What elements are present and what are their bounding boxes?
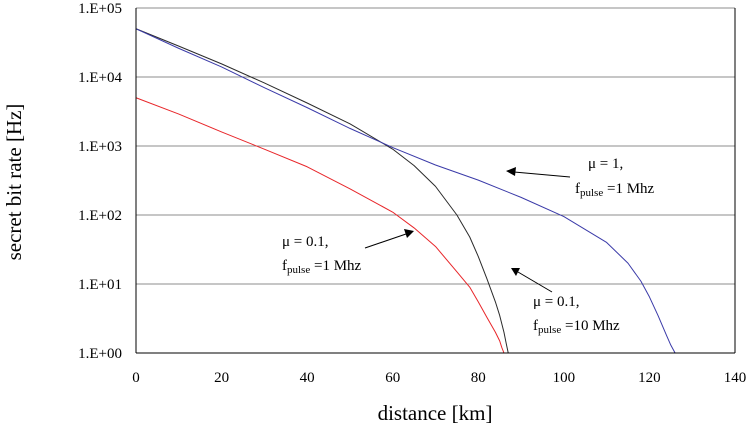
annotation-mu1-arrowhead <box>506 167 516 176</box>
y-tick-label: 1.E+02 <box>78 208 122 224</box>
annotation-mu01-10mhz-arrow <box>517 271 553 293</box>
series-line-0 <box>135 97 505 354</box>
annotation-mu01-1mhz-arrow <box>364 233 407 249</box>
y-tick-label: 1.E+04 <box>78 70 122 86</box>
annotation-mu01-10mhz: μ = 0.1, fpulse =10 Mhz <box>511 268 620 336</box>
x-tick-label: 20 <box>214 370 229 386</box>
x-tick-label: 40 <box>300 370 315 386</box>
annotation-mu01-10mhz-line2: fpulse =10 Mhz <box>533 318 620 336</box>
annotation-mu01-1mhz: μ = 0.1, fpulse =1 Mhz <box>282 229 414 276</box>
y-tick-label: 1.E+05 <box>78 1 122 17</box>
annotation-mu1: μ = 1, fpulse =1 Mhz <box>506 156 655 199</box>
x-tick-label: 60 <box>385 370 400 386</box>
x-tick-label: 120 <box>638 370 661 386</box>
y-axis-title: secret bit rate [Hz] <box>2 104 26 261</box>
annotation-mu01-1mhz-sub: pulse <box>287 264 310 276</box>
y-tick-label: 1.E+00 <box>78 346 122 362</box>
annotation-mu1-sub: pulse <box>580 187 603 199</box>
x-tick-label: 140 <box>724 370 747 386</box>
annotation-mu01-10mhz-line1: μ = 0.1, <box>533 294 580 310</box>
y-tick-label: 1.E+01 <box>78 277 122 293</box>
annotation-mu01-10mhz-f: f <box>533 318 538 334</box>
annotation-mu01-1mhz-f: f <box>282 258 287 274</box>
grid-layer <box>136 7 735 285</box>
annotation-mu1-rest: =1 Mhz <box>603 181 654 197</box>
x-axis-title: distance [km] <box>378 401 493 425</box>
annotation-mu01-10mhz-rest: =10 Mhz <box>561 318 620 334</box>
axes-layer <box>135 8 736 354</box>
annotation-mu1-line2: fpulse =1 Mhz <box>575 181 655 199</box>
annotations: μ = 1, fpulse =1 Mhz μ = 0.1, fpulse =1 … <box>282 156 655 336</box>
annotation-mu1-line1: μ = 1, <box>588 156 623 172</box>
y-tick-labels: 1.E+00 1.E+01 1.E+02 1.E+03 1.E+04 1.E+05 <box>78 1 122 362</box>
annotation-mu1-f: f <box>575 181 580 197</box>
x-tick-label: 80 <box>471 370 486 386</box>
series-line-2 <box>135 28 676 354</box>
annotation-mu01-1mhz-arrowhead <box>404 229 414 238</box>
annotation-mu01-10mhz-arrowhead <box>511 268 520 276</box>
x-tick-labels: 0 20 40 60 80 100 120 140 <box>132 370 746 386</box>
annotation-mu01-10mhz-sub: pulse <box>538 324 561 336</box>
x-tick-label: 0 <box>132 370 140 386</box>
annotation-mu01-1mhz-line2: fpulse =1 Mhz <box>282 258 362 276</box>
annotation-mu1-arrow <box>513 171 571 178</box>
y-tick-label: 1.E+03 <box>78 139 122 155</box>
x-tick-label: 100 <box>553 370 576 386</box>
annotation-mu01-1mhz-line1: μ = 0.1, <box>282 234 329 250</box>
annotation-mu01-1mhz-rest: =1 Mhz <box>310 258 361 274</box>
series-line-1 <box>135 28 509 354</box>
series-layer <box>135 28 676 354</box>
